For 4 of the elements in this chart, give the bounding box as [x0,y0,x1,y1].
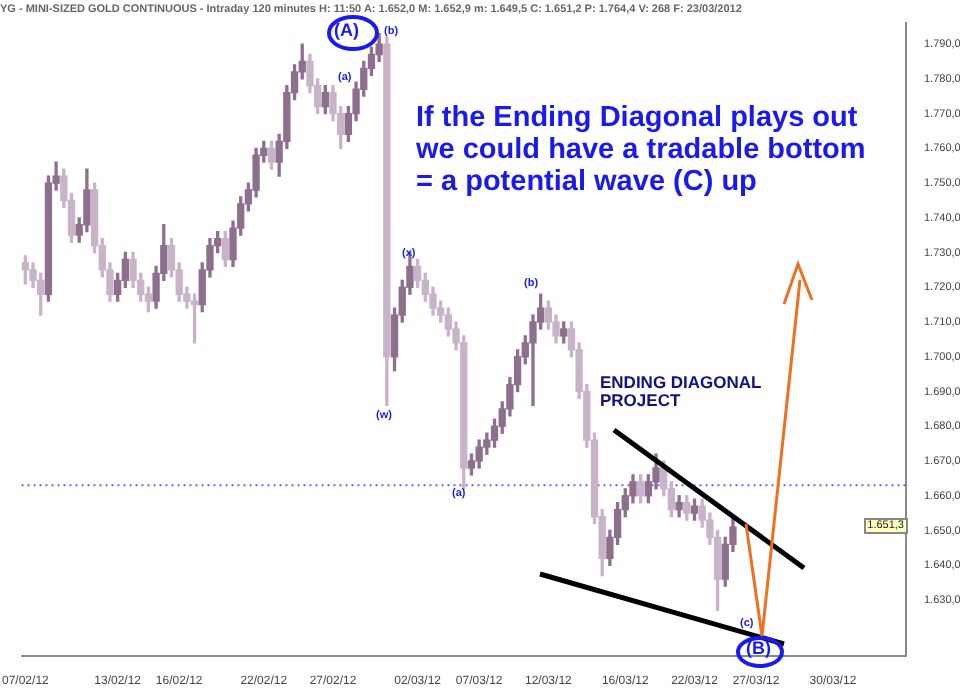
annotation: (B) [746,638,771,660]
annotation: If the Ending Diagonal plays out we could have a tradable bottom = a potential wave (C) up [416,102,868,200]
annotation: (A) [334,20,359,42]
annotation: ENDING DIAGONAL PROJECT [600,372,764,412]
